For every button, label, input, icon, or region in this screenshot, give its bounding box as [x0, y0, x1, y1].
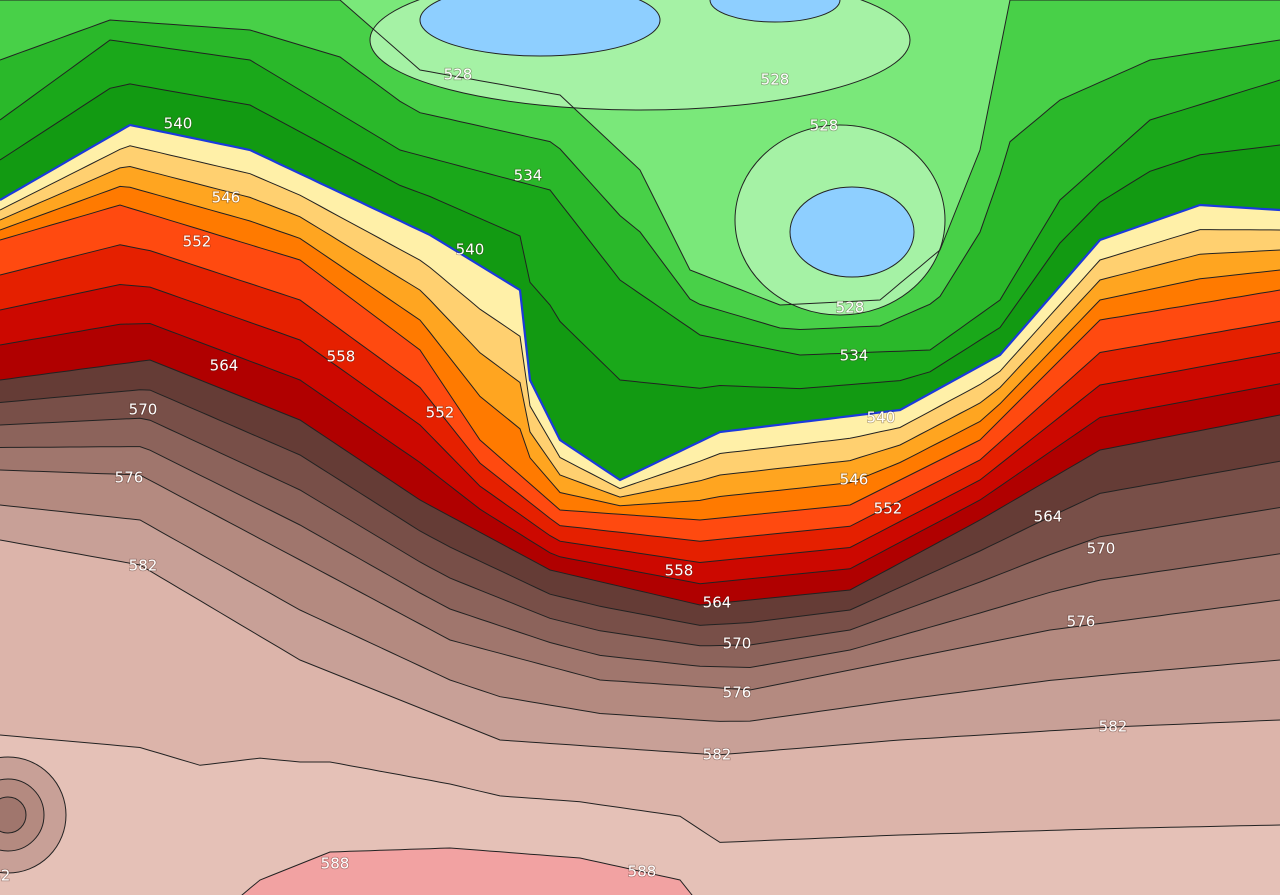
contour-line — [0, 83, 1280, 390]
contour-label: 564 — [210, 357, 239, 375]
contour-label: 564 — [703, 594, 732, 612]
contour-label: 552 — [426, 404, 455, 422]
contour-label: 576 — [723, 684, 752, 702]
contour-label: 588 — [628, 863, 657, 881]
contour-label: 528 — [836, 299, 865, 317]
contour-line — [0, 185, 1280, 507]
contour-label: 546 — [212, 189, 241, 207]
map-features — [0, 0, 946, 874]
contour-line — [0, 359, 1280, 606]
contour-label: 540 — [867, 409, 896, 427]
contour-line — [0, 244, 1280, 542]
contour-label: 588 — [321, 855, 350, 873]
contour-band — [0, 0, 1280, 305]
contour-line — [0, 322, 1280, 585]
contour-line — [241, 847, 693, 895]
contour-label: 558 — [665, 562, 694, 580]
contour-line — [0, 145, 1280, 490]
contour-line — [0, 204, 1280, 521]
contour-label: 570 — [1087, 540, 1116, 558]
contour-label: 534 — [840, 347, 869, 365]
contour-label: 564 — [1034, 508, 1063, 526]
contour-label: 582 — [1099, 718, 1128, 736]
contour-line — [0, 446, 1280, 669]
contour-label: 540 — [164, 115, 193, 133]
low-blue — [419, 0, 661, 57]
low-blue — [709, 0, 841, 23]
contour-line — [0, 417, 1280, 647]
contour-line — [0, 539, 1280, 756]
contour-line — [0, 389, 1280, 626]
contour-label: 570 — [129, 401, 158, 419]
contour-line — [0, 165, 1280, 498]
contour-label: 546 — [840, 471, 869, 489]
contour-line — [0, 0, 1280, 306]
contour-label: 582 — [0, 867, 10, 885]
contour-line — [0, 283, 1280, 564]
contour-label: 528 — [761, 71, 790, 89]
contour-label: 576 — [115, 469, 144, 487]
contour-label: 534 — [514, 167, 543, 185]
contour-line — [0, 504, 1280, 722]
contour-label: 540 — [456, 241, 485, 259]
contour-label: 582 — [703, 746, 732, 764]
contour-line — [0, 123, 1280, 482]
low-blue — [789, 186, 915, 278]
contour-line — [0, 19, 1280, 331]
low-ring — [0, 796, 27, 834]
contour-label: 570 — [723, 635, 752, 653]
contour-label: 552 — [183, 233, 212, 251]
contour-line — [0, 469, 1280, 691]
contour-label: 558 — [327, 348, 356, 366]
contour-label: 552 — [874, 500, 903, 518]
contour-line — [0, 734, 1280, 843]
contour-label: 528 — [810, 117, 839, 135]
contour-label: 528 — [444, 66, 473, 84]
contour-label: 576 — [1067, 613, 1096, 631]
contour-label: 582 — [129, 557, 158, 575]
contour-labels: 528 528 528 534 540 546 552 540 528 534 564 558 570 5… — [0, 65, 1128, 886]
contour-line — [0, 39, 1280, 356]
